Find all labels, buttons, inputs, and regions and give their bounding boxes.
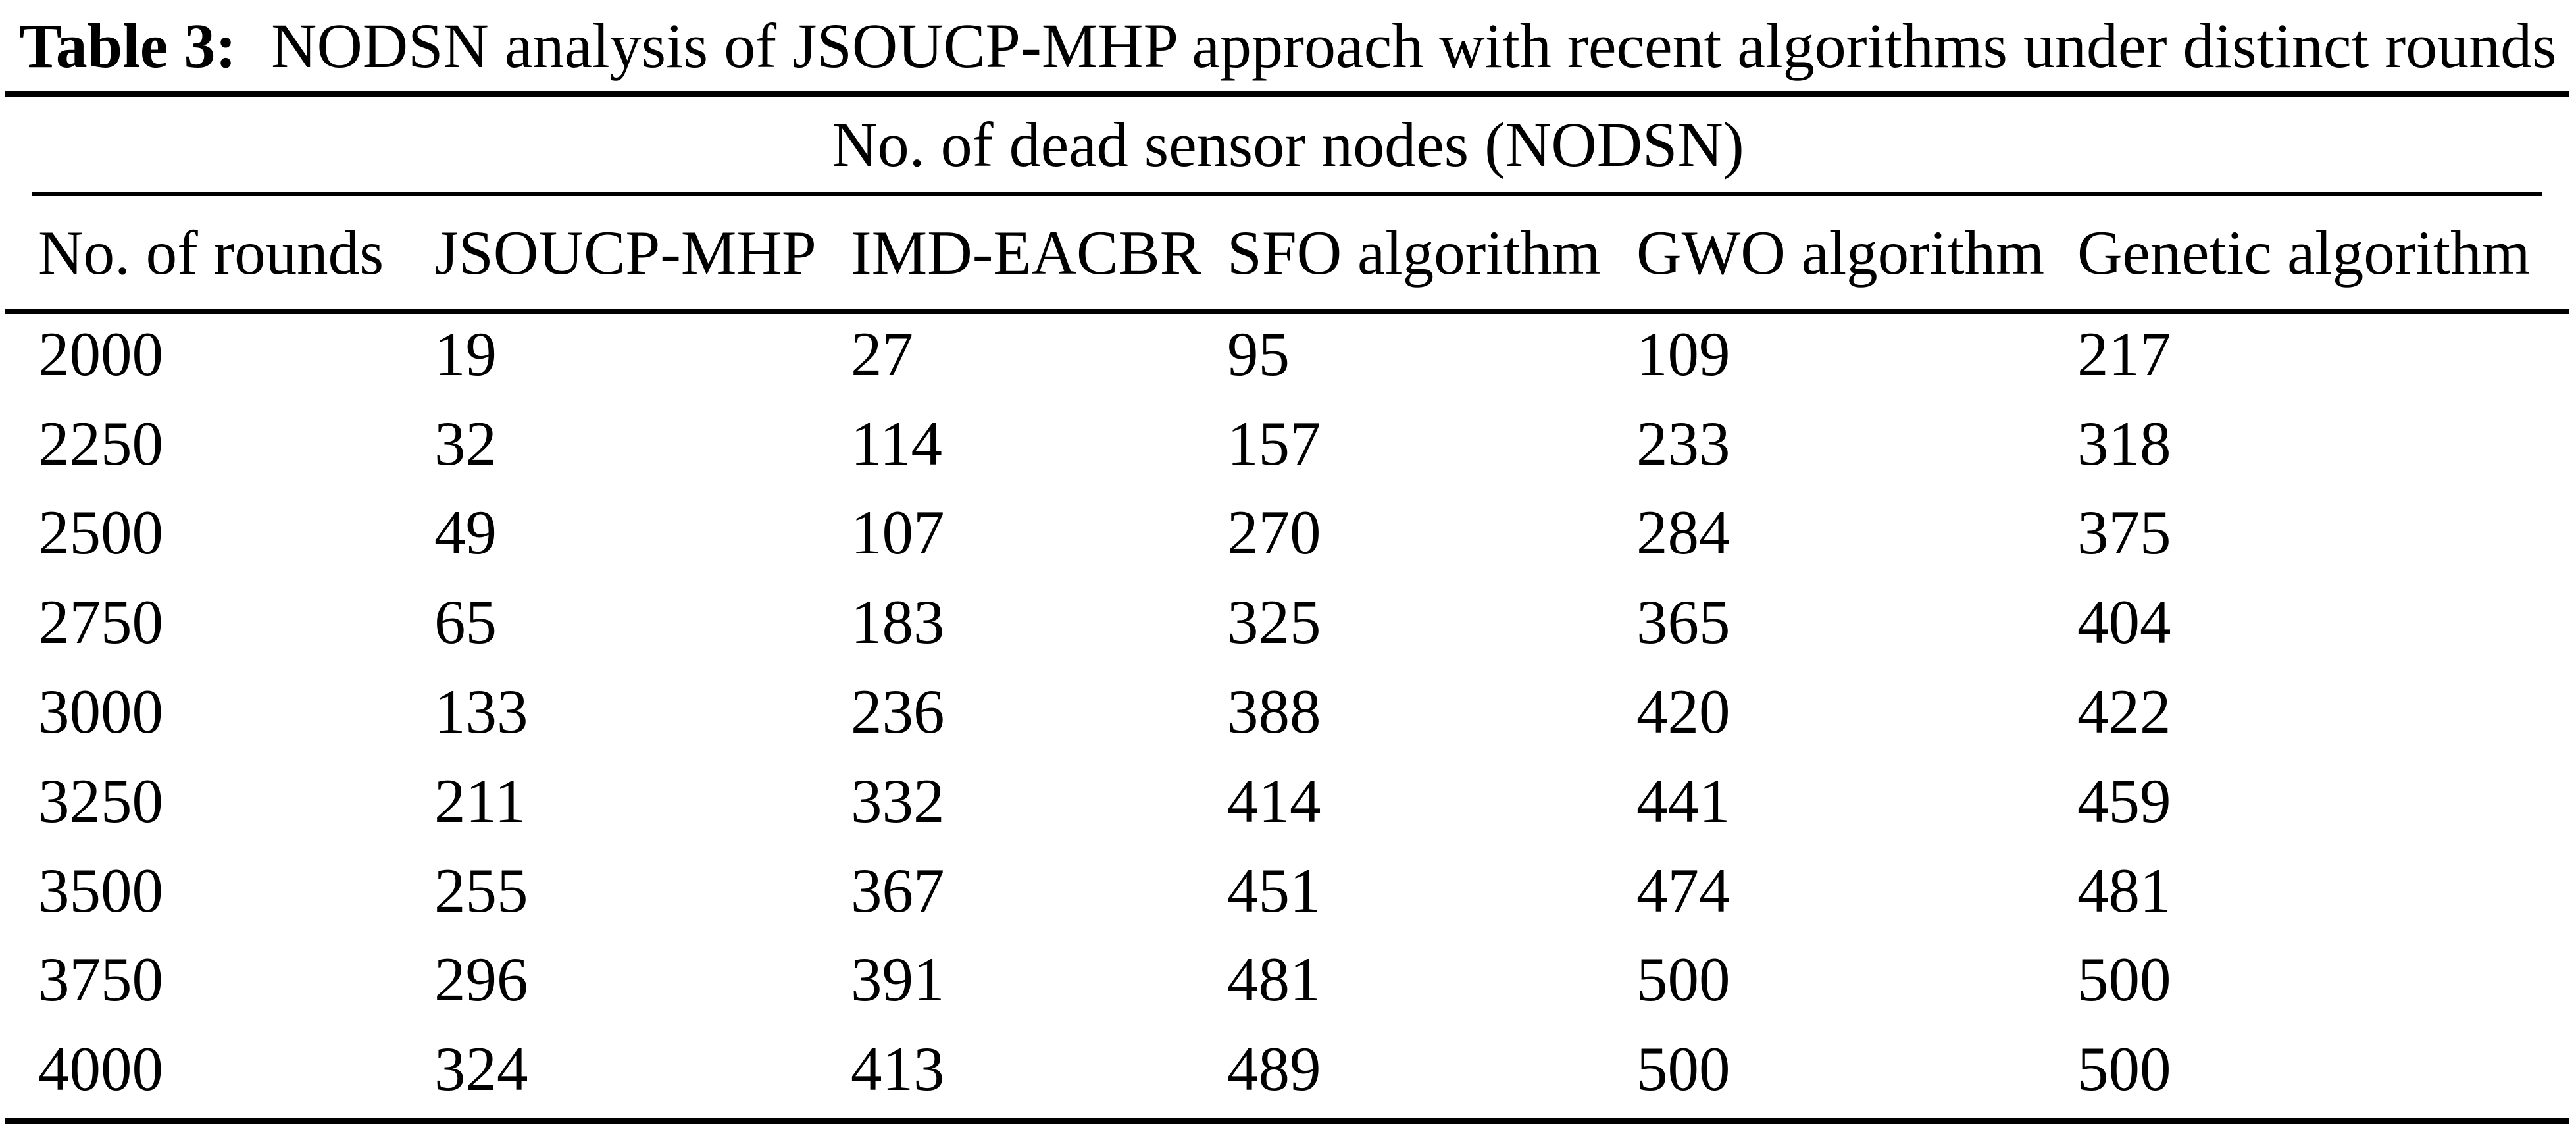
cell: 404 (2077, 587, 2171, 657)
cell: 500 (1636, 944, 1730, 1015)
cell: 3750 (38, 944, 163, 1015)
cell: 451 (1227, 855, 1321, 925)
cell: 114 (851, 408, 942, 478)
table-row: 2750 65 183 325 365 404 (38, 577, 2576, 667)
cell: 107 (851, 498, 945, 568)
cell: 489 (1227, 1034, 1321, 1104)
cell: 19 (434, 319, 497, 389)
cell: 481 (2077, 855, 2171, 925)
table-row: 3750 296 391 481 500 500 (38, 935, 2576, 1025)
cell: 133 (434, 677, 528, 747)
cell: 474 (1636, 855, 1730, 925)
data-table: No. of rounds JSOUCP-MHP IMD-EACBR SFO a… (38, 196, 2576, 1114)
column-header: GWO algorithm (1636, 218, 2045, 288)
cell: 4000 (38, 1034, 163, 1104)
column-header: SFO algorithm (1227, 218, 1601, 288)
cell: 3500 (38, 855, 163, 925)
column-header: IMD-EACBR (851, 218, 1202, 288)
cell: 183 (851, 587, 945, 657)
cell: 211 (434, 765, 526, 836)
cell: 500 (2077, 944, 2171, 1015)
cell: 3000 (38, 677, 163, 747)
span-header-text: No. of dead sensor nodes (NODSN) (832, 109, 1744, 180)
cell: 365 (1636, 587, 1730, 657)
column-header: JSOUCP-MHP (434, 218, 817, 288)
cell: 325 (1227, 587, 1321, 657)
cell: 2000 (38, 319, 163, 389)
cell: 500 (1636, 1034, 1730, 1104)
cell: 459 (2077, 765, 2171, 836)
cell: 391 (851, 944, 945, 1015)
cell: 375 (2077, 498, 2171, 568)
cell: 65 (434, 587, 497, 657)
cell: 27 (851, 319, 913, 389)
top-rule (5, 91, 2569, 97)
cell: 420 (1636, 677, 1730, 747)
cell: 3250 (38, 765, 163, 836)
table-title-text: NODSN analysis of JSOUCP-MHP approach wi… (271, 10, 2557, 81)
cell: 95 (1227, 319, 1290, 389)
cell: 441 (1636, 765, 1730, 836)
table-row: 3250 211 332 414 441 459 (38, 756, 2576, 846)
column-header-row: No. of rounds JSOUCP-MHP IMD-EACBR SFO a… (38, 196, 2576, 309)
cell: 32 (434, 408, 497, 478)
table-row: 4000 324 413 489 500 500 (38, 1024, 2576, 1114)
cell: 233 (1636, 408, 1730, 478)
cell: 157 (1227, 408, 1321, 478)
cell: 296 (434, 944, 528, 1015)
cell: 255 (434, 855, 528, 925)
bottom-rule (5, 1118, 2569, 1124)
cell: 2250 (38, 408, 163, 478)
table-title: Table 3: NODSN analysis of JSOUCP-MHP ap… (0, 0, 2576, 91)
table-row: 2500 49 107 270 284 375 (38, 488, 2576, 578)
cell: 109 (1636, 319, 1730, 389)
span-header-rule (32, 192, 2542, 196)
cell: 500 (2077, 1034, 2171, 1104)
cell: 413 (851, 1034, 945, 1104)
span-header: No. of dead sensor nodes (NODSN) (0, 97, 2576, 192)
table-row: 3500 255 367 451 474 481 (38, 846, 2576, 935)
cell: 388 (1227, 677, 1321, 747)
column-header: Genetic algorithm (2077, 218, 2531, 288)
cell: 324 (434, 1034, 528, 1104)
cell: 2750 (38, 587, 163, 657)
cell: 284 (1636, 498, 1730, 568)
cell: 49 (434, 498, 497, 568)
cell: 414 (1227, 765, 1321, 836)
cell: 422 (2077, 677, 2171, 747)
cell: 217 (2077, 319, 2171, 389)
cell: 332 (851, 765, 945, 836)
cell: 318 (2077, 408, 2171, 478)
cell: 2500 (38, 498, 163, 568)
column-header: No. of rounds (38, 218, 384, 288)
header-rule (5, 309, 2569, 314)
cell: 481 (1227, 944, 1321, 1015)
cell: 367 (851, 855, 945, 925)
table-title-label: Table 3: (19, 10, 237, 81)
table-row: 2000 19 27 95 109 217 (38, 309, 2576, 399)
cell: 270 (1227, 498, 1321, 568)
cell: 236 (851, 677, 945, 747)
table-row: 2250 32 114 157 233 318 (38, 399, 2576, 488)
table-row: 3000 133 236 388 420 422 (38, 667, 2576, 756)
